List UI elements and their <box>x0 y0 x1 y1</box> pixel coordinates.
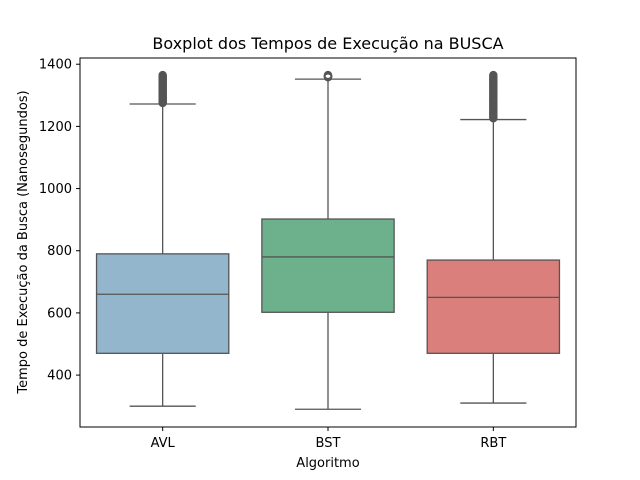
y-tick-label: 1000 <box>39 182 72 197</box>
box-iqr <box>95 253 230 354</box>
outlier-point <box>489 70 498 80</box>
x-axis-label: Algoritmo <box>296 456 359 471</box>
x-tick-label: RBT <box>480 436 506 451</box>
outlier-point <box>323 70 333 80</box>
x-tick-label: AVL <box>151 436 176 451</box>
outlier-point <box>158 70 167 80</box>
y-tick-label: 1200 <box>39 120 72 135</box>
box-bst <box>261 70 395 410</box>
y-axis-label: Tempo de Execução da Busca (Nanosegundos… <box>16 90 31 394</box>
x-tick-label: BST <box>316 436 341 451</box>
box-iqr <box>261 218 395 313</box>
y-tick-label: 800 <box>47 244 72 259</box>
chart-title: Boxplot dos Tempos de Execução na BUSCA <box>152 34 503 53</box>
box-iqr <box>426 259 561 354</box>
box-rbt <box>426 70 561 404</box>
plot-area: 400 600 800 1000 1200 1400 AVL BST RBT <box>39 57 577 451</box>
y-tick-label: 600 <box>47 306 72 321</box>
box-avl <box>95 70 230 407</box>
y-tick-label: 1400 <box>39 58 72 73</box>
y-tick-label: 400 <box>47 369 72 384</box>
